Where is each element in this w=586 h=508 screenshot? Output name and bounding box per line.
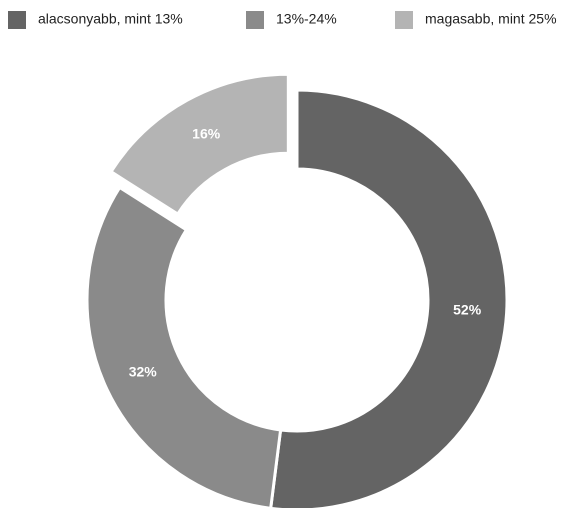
legend-swatch xyxy=(395,11,413,29)
legend-swatch xyxy=(8,11,26,29)
legend-swatch xyxy=(246,11,264,29)
legend-label: alacsonyabb, mint 13% xyxy=(38,11,183,27)
data-label: 52% xyxy=(453,301,482,317)
legend-label: magasabb, mint 25% xyxy=(425,11,557,27)
data-label: 32% xyxy=(129,363,158,379)
data-label: 16% xyxy=(192,126,221,142)
donut-slice xyxy=(269,88,509,508)
donut-slice xyxy=(85,185,283,508)
donut-slice xyxy=(108,72,290,217)
legend-label: 13%-24% xyxy=(276,11,337,27)
